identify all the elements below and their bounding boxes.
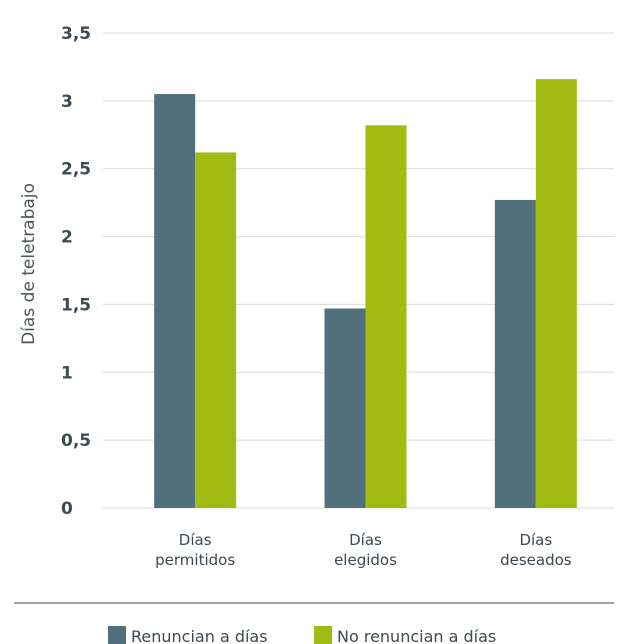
y-tick-label: 0,5 [61,431,91,451]
x-category-label: Días permitidos [155,531,235,569]
bar [494,199,536,508]
bar [195,152,237,508]
legend-swatch [108,626,126,644]
y-axis-title: Días de teletrabajo [19,183,39,345]
bar [154,94,196,509]
bars [154,79,577,509]
legend: Renuncian a días No renuncian a días [108,626,496,644]
y-tick-label: 3,5 [61,24,91,44]
legend-swatch [314,626,332,644]
legend-label: Renuncian a días [131,627,268,644]
y-tick-label: 3 [61,92,73,112]
y-tick-label: 1 [61,363,73,383]
y-tick-label: 1,5 [61,295,91,315]
y-tick-label: 0 [61,499,73,519]
bar [535,79,577,509]
x-axis-categories: Días permitidos Días elegidos Días deseados [155,531,572,569]
y-tick-label: 2 [61,228,73,248]
bar [324,308,366,508]
bar [365,125,407,509]
legend-label: No renuncian a días [337,627,496,644]
y-tick-label: 2,5 [61,160,91,180]
y-axis-ticks: 0 0,5 1 1,5 2 2,5 3 3,5 [61,24,91,519]
x-category-label: Días deseados [500,531,572,569]
x-category-label: Días elegidos [334,531,397,569]
